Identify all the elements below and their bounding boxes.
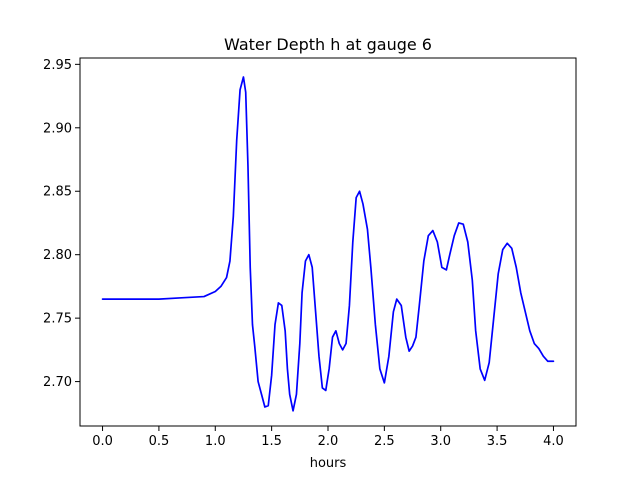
y-tick-label: 2.85 [43,185,72,200]
y-tick-label: 2.80 [43,248,72,263]
y-axis: 2.70 2.75 2.80 2.85 2.90 2.95 [43,58,80,390]
x-tick-label: 2.0 [318,434,339,449]
y-tick-label: 2.70 [43,375,72,390]
x-tick-label: 4.0 [543,434,564,449]
x-axis-label: hours [310,456,347,471]
y-tick-label: 2.95 [43,58,72,73]
x-tick-label: 1.0 [205,434,226,449]
x-tick-label: 3.0 [430,434,451,449]
chart-title: Water Depth h at gauge 6 [224,35,432,54]
x-tick-label: 2.5 [374,434,395,449]
x-tick-label: 3.5 [487,434,508,449]
y-tick-label: 2.75 [43,312,72,327]
series-line [101,76,555,412]
x-tick-label: 0.0 [92,434,113,449]
x-tick-label: 0.5 [149,434,170,449]
x-axis: 0.0 0.5 1.0 1.5 2.0 2.5 3.0 3.5 4.0 [92,426,564,449]
y-tick-label: 2.90 [43,121,72,136]
x-tick-label: 1.5 [261,434,282,449]
